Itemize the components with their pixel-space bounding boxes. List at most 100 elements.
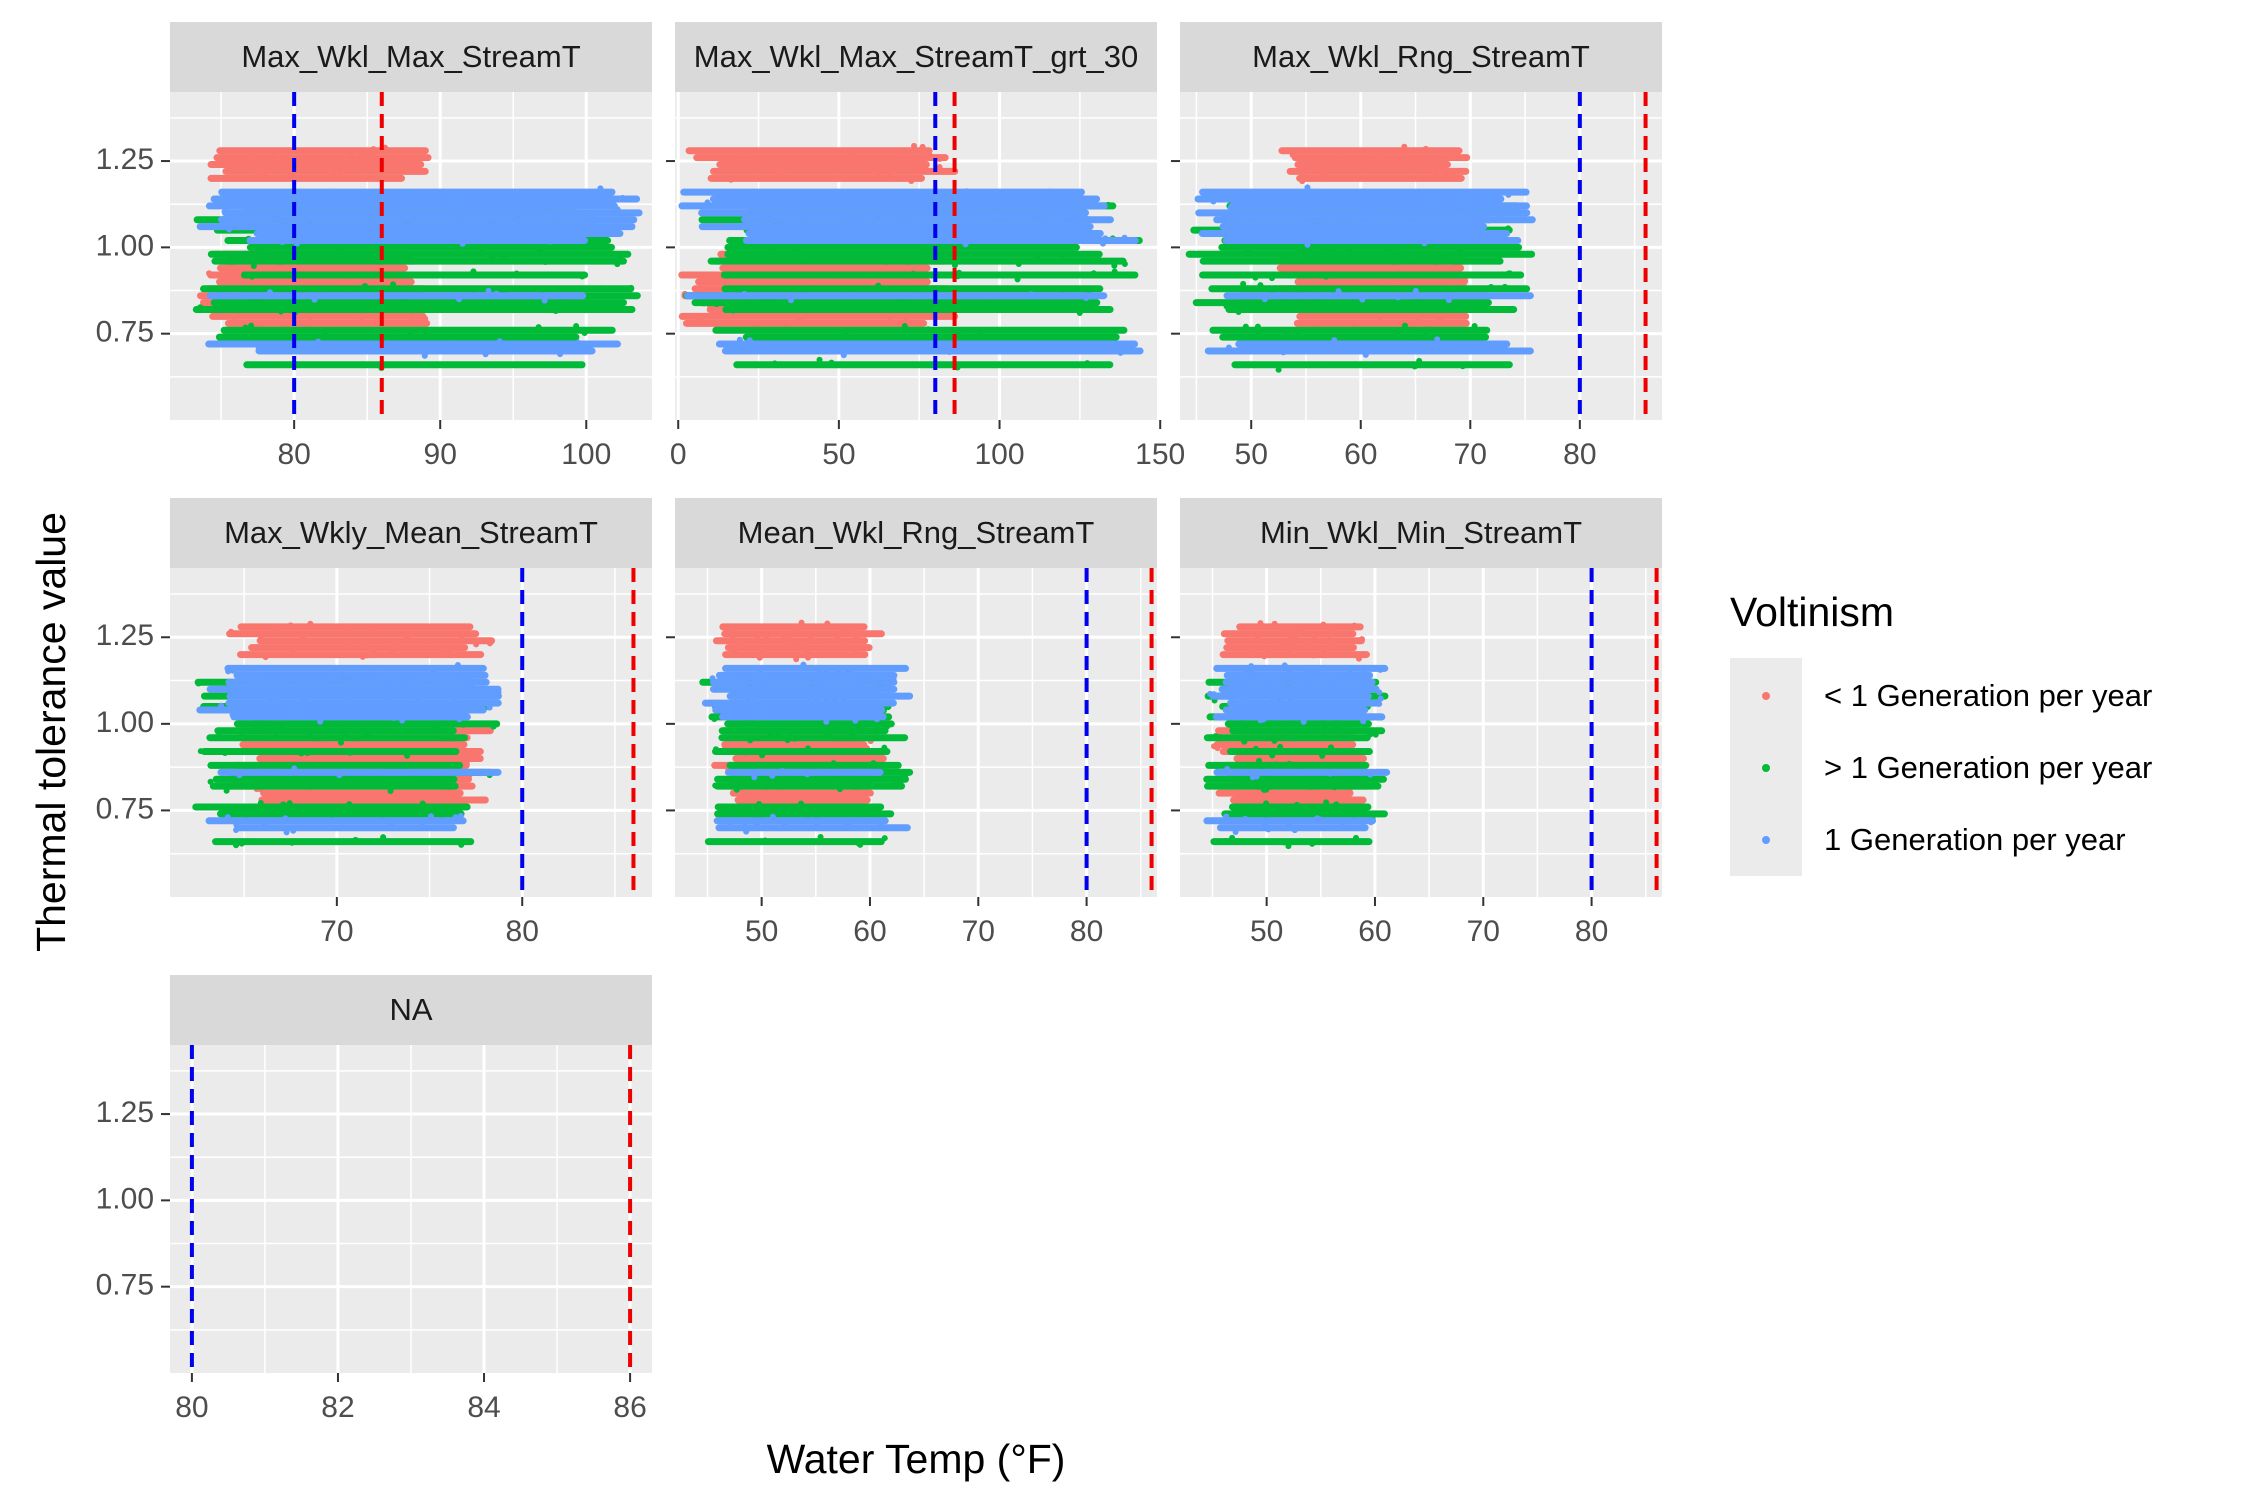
data-point (1232, 810, 1239, 817)
data-point (1316, 710, 1323, 717)
data-point (1083, 295, 1090, 302)
data-point (228, 628, 235, 635)
data-point (736, 336, 743, 343)
data-point (362, 731, 369, 738)
data-point (513, 270, 520, 277)
data-point-band (209, 312, 427, 320)
data-point-band (218, 216, 638, 224)
data-point (1405, 361, 1412, 368)
data-point (1362, 681, 1369, 688)
data-point (311, 296, 318, 303)
x-tick-label: 60 (1358, 915, 1391, 948)
data-point (389, 223, 396, 230)
data-point (990, 200, 997, 207)
data-point (411, 779, 418, 786)
data-point (219, 762, 226, 769)
data-point (1235, 309, 1242, 316)
series-gt1-points (682, 198, 1143, 371)
data-point (881, 835, 888, 842)
data-point (714, 707, 721, 714)
data-point (1288, 639, 1295, 646)
x-tick-label: 80 (506, 915, 539, 948)
data-point (1229, 834, 1236, 841)
panel-7: NA 1.25 1.00 0.75 80 82 84 86 (96, 975, 652, 1424)
data-point (1266, 681, 1273, 688)
data-point (1395, 253, 1402, 260)
data-point-band (206, 734, 468, 742)
data-point (1241, 738, 1248, 745)
data-point (1383, 341, 1390, 348)
data-point (386, 696, 393, 703)
data-point (779, 753, 786, 760)
y-tick-label: 1.25 (96, 619, 154, 652)
data-point (1300, 170, 1307, 177)
data-point (367, 753, 374, 760)
data-point (813, 695, 820, 702)
data-point (1336, 672, 1343, 679)
data-point (363, 175, 370, 182)
data-point-band (234, 824, 457, 832)
data-point (486, 704, 493, 711)
data-point (1327, 770, 1334, 777)
data-point (1036, 345, 1043, 352)
data-point (1257, 778, 1264, 785)
data-point (1227, 204, 1234, 211)
data-point (432, 651, 439, 658)
data-point-band (710, 678, 898, 686)
data-point (747, 737, 754, 744)
data-point (1248, 670, 1255, 677)
data-point-band (1223, 671, 1374, 679)
data-point (867, 242, 874, 249)
data-point (774, 672, 781, 679)
data-point-band (1210, 838, 1373, 846)
data-point-band (721, 347, 1144, 355)
data-point (1300, 718, 1307, 725)
data-point (791, 735, 798, 742)
data-point-band (207, 250, 632, 258)
data-point-band (1199, 257, 1504, 265)
data-point (816, 669, 823, 676)
data-point (286, 672, 293, 679)
data-point-band (216, 264, 409, 272)
data-point-band (1228, 202, 1530, 210)
panel-3: Max_Wkl_Rng_StreamT 50 60 70 80 (1171, 22, 1662, 471)
data-point-band (714, 775, 909, 783)
data-point (1260, 215, 1267, 222)
data-point (855, 623, 862, 630)
data-point (485, 287, 492, 294)
data-point (901, 323, 908, 330)
data-point (742, 163, 749, 170)
data-point (819, 680, 826, 687)
data-point (1334, 724, 1341, 731)
data-point (848, 797, 855, 804)
data-point (279, 239, 286, 246)
data-point-band (200, 748, 460, 756)
data-point (1293, 801, 1300, 808)
data-point (1495, 253, 1502, 260)
data-point (390, 333, 397, 340)
data-point (914, 229, 921, 236)
data-point (798, 720, 805, 727)
data-point (541, 189, 548, 196)
data-point (1360, 668, 1367, 675)
data-point (805, 745, 812, 752)
data-point-band (1219, 223, 1488, 231)
data-point (894, 779, 901, 786)
data-point (516, 361, 523, 368)
x-tick-label: 84 (467, 1391, 500, 1424)
data-point-band (715, 671, 898, 679)
data-point (1500, 237, 1507, 244)
data-point (1380, 151, 1387, 158)
data-point-band (1223, 292, 1534, 300)
data-point (842, 820, 849, 827)
data-point (229, 774, 236, 781)
data-point-band (209, 782, 459, 790)
data-point (865, 790, 872, 797)
data-point (531, 194, 538, 201)
data-point-band (225, 699, 502, 707)
data-point (805, 229, 812, 236)
data-point (1268, 699, 1275, 706)
data-point-band (1233, 754, 1367, 762)
data-point-band (709, 685, 898, 693)
data-point (910, 270, 917, 277)
